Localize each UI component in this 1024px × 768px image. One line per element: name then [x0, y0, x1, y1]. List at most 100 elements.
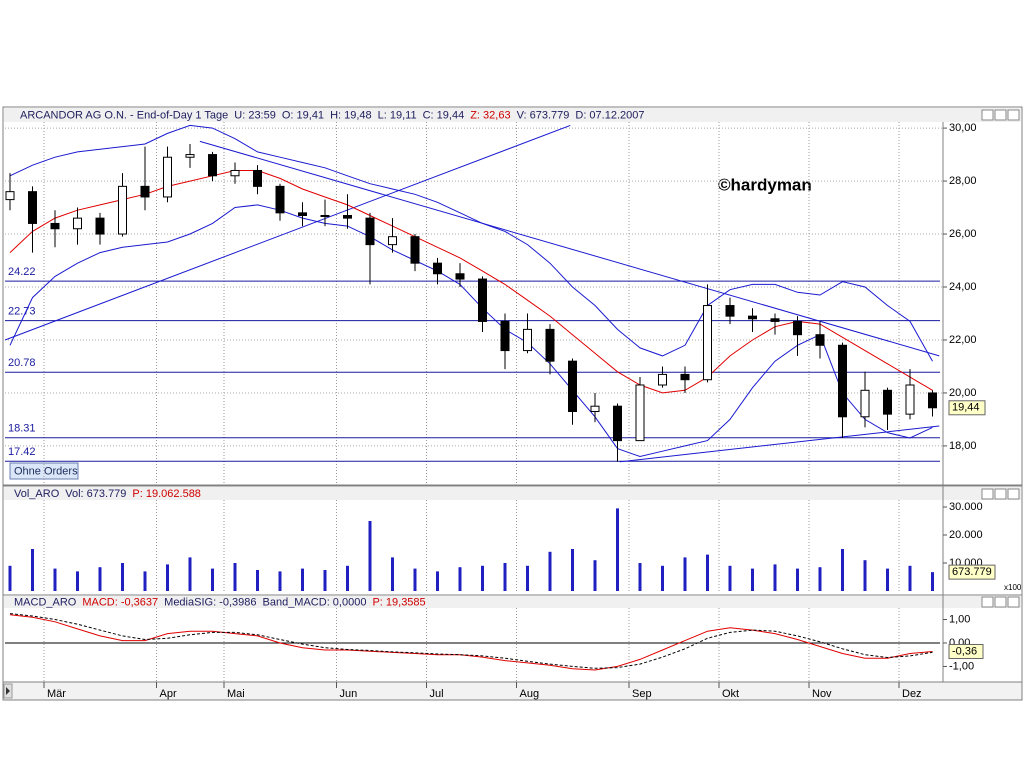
header-item: U: 23:59 [234, 109, 276, 121]
volume-bar [31, 549, 34, 591]
volume-bar [346, 565, 349, 591]
volume-bar [368, 521, 372, 591]
volume-bar [413, 568, 417, 591]
y-tick-label: 22,00 [949, 334, 977, 346]
header-item: L: 19,11 [378, 109, 417, 121]
candle-body [770, 318, 780, 322]
header-item: D: 07.12.2007 [575, 109, 644, 121]
volume-bar [8, 565, 12, 591]
maximize-button[interactable] [994, 109, 1007, 121]
volume-bar [391, 557, 394, 591]
candle-body [478, 278, 487, 322]
candle-body [703, 305, 712, 381]
volume-bar [481, 565, 484, 591]
x-tick-label: Jul [430, 688, 444, 700]
volume-bar [773, 564, 777, 591]
price-header-bar [4, 108, 1021, 122]
header-item: Vol: 673.779 [65, 488, 126, 500]
candle-body [50, 222, 60, 230]
level-label: 22.73 [8, 306, 36, 318]
last-price-label: 19,44 [952, 402, 980, 414]
volume-bar [616, 508, 619, 591]
x-tick-label: Okt [722, 688, 739, 700]
candle-body [905, 384, 915, 415]
volume-bar [211, 568, 214, 591]
volume-bar [818, 567, 822, 591]
x-tick-label: Mär [47, 688, 66, 700]
watermark: ©hardyman [718, 175, 812, 194]
candle-body [365, 217, 375, 246]
close-button[interactable] [1007, 488, 1020, 500]
level-label: 17.42 [8, 446, 36, 458]
header-item: Z: 32,63 [470, 109, 510, 121]
volume-bar [143, 571, 147, 591]
ohne-orders-label[interactable]: Ohne Orders [14, 465, 78, 477]
macd-panel [2, 594, 1023, 683]
candle-body [860, 389, 870, 418]
volume-bar [683, 557, 687, 591]
x-tick-label: Jun [340, 688, 358, 700]
x-axis-strip [2, 681, 1023, 701]
macd-header-bar [4, 596, 1021, 608]
candle-body [658, 373, 667, 386]
scroll-arrow [6, 687, 10, 695]
candle-body [208, 154, 217, 177]
band-line [9, 204, 933, 458]
volume-bar [323, 570, 327, 591]
volume-bar [661, 565, 664, 591]
minimize-button[interactable] [981, 488, 994, 500]
volume-bar [121, 563, 124, 591]
trend-line [199, 140, 940, 357]
volume-bar [841, 549, 844, 591]
candle-body [568, 360, 577, 412]
volume-bar [593, 560, 597, 591]
candle-body [275, 185, 285, 214]
volume-bar [166, 564, 169, 591]
volume-bar [98, 567, 102, 591]
candle-body [185, 154, 195, 158]
header-item: V: 673.779 [517, 109, 570, 121]
x-tick-label: Dez [902, 688, 922, 700]
header-item: ARCANDOR AG O.N. - End-of-Day 1 Tage [20, 109, 228, 121]
candle-body [680, 373, 690, 381]
header-item: MACD: -0,3637 [82, 596, 158, 608]
candle-body [455, 273, 465, 280]
candle-body [590, 405, 600, 412]
candle-body [815, 334, 825, 346]
minimize-button[interactable] [981, 109, 994, 121]
y-tick-label: 28,00 [949, 175, 977, 187]
candle-body [343, 214, 352, 219]
y-tick-label: 20,00 [949, 387, 977, 399]
candle-body [793, 320, 802, 336]
candle-body [883, 389, 892, 415]
last-macd-label-box [948, 644, 984, 660]
volume-bar [301, 568, 304, 591]
volume-bar [886, 568, 889, 591]
volume-bar [233, 563, 237, 591]
last-volume-label-box [948, 564, 996, 580]
volume-bar [796, 568, 799, 591]
maximize-button[interactable] [994, 596, 1007, 608]
volume-bar [278, 571, 282, 591]
candle-body [320, 214, 330, 217]
candle-body [523, 328, 532, 352]
close-button[interactable] [1007, 109, 1020, 121]
candle-body [163, 156, 172, 198]
volume-panel [2, 485, 1023, 596]
volume-header: Vol_ARO Vol: 673.779 P: 19.062.588 [14, 488, 201, 500]
candle-body [838, 344, 847, 418]
volume-bar [526, 565, 529, 591]
volume-bar [863, 560, 867, 591]
candle-body [500, 320, 510, 352]
candle-body [118, 185, 127, 235]
header-item: MediaSIG: -0,3986 [164, 596, 256, 608]
window-buttons [981, 109, 1020, 608]
minimize-button[interactable] [981, 596, 994, 608]
close-button[interactable] [1007, 596, 1020, 608]
y-tick-label: 18,00 [949, 440, 977, 452]
header-item: MACD_ARO [14, 596, 77, 608]
candle-body [73, 217, 82, 230]
maximize-button[interactable] [994, 488, 1007, 500]
x-tick-label: Aug [520, 688, 540, 700]
